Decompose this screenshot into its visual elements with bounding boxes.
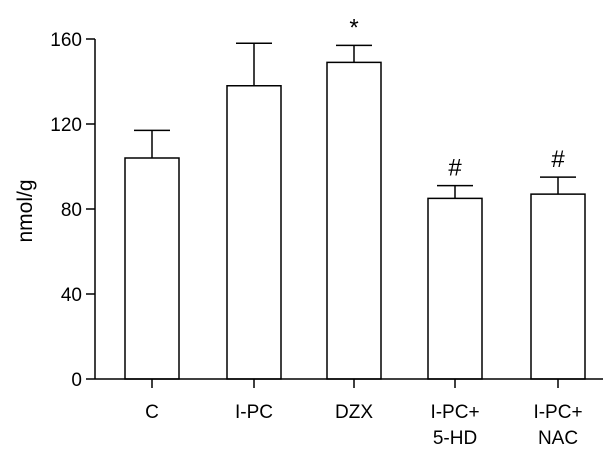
- y-axis-title: nmol/g: [14, 179, 37, 242]
- significance-marker: *: [349, 14, 358, 41]
- x-tick-label: NAC: [538, 428, 578, 449]
- y-tick-label: 80: [61, 200, 82, 221]
- bar: [530, 193, 586, 380]
- x-tick-label: 5-HD: [433, 428, 477, 449]
- significance-marker: #: [551, 146, 565, 173]
- x-tick-label: I-PC+: [533, 402, 582, 423]
- y-tick-label: 160: [50, 30, 82, 51]
- x-tick-label: DZX: [335, 402, 373, 423]
- bar: [226, 85, 282, 380]
- x-tick-label: I-PC+: [430, 402, 479, 423]
- x-tick-label: I-PC: [235, 402, 273, 423]
- bars: * # #: [124, 14, 586, 380]
- x-axis: C I-PC DZX I-PC+ 5-HD I-PC+ NAC: [95, 378, 603, 449]
- significance-marker: #: [448, 155, 462, 182]
- y-tick-label: 120: [50, 115, 82, 136]
- y-tick-label: 40: [61, 285, 82, 306]
- bar: [427, 197, 483, 380]
- y-tick-label: 0: [71, 370, 82, 391]
- bar: [326, 61, 382, 380]
- x-tick-label: C: [145, 402, 159, 423]
- y-axis: 0 40 80 120 160: [50, 30, 96, 391]
- bar: [124, 157, 180, 380]
